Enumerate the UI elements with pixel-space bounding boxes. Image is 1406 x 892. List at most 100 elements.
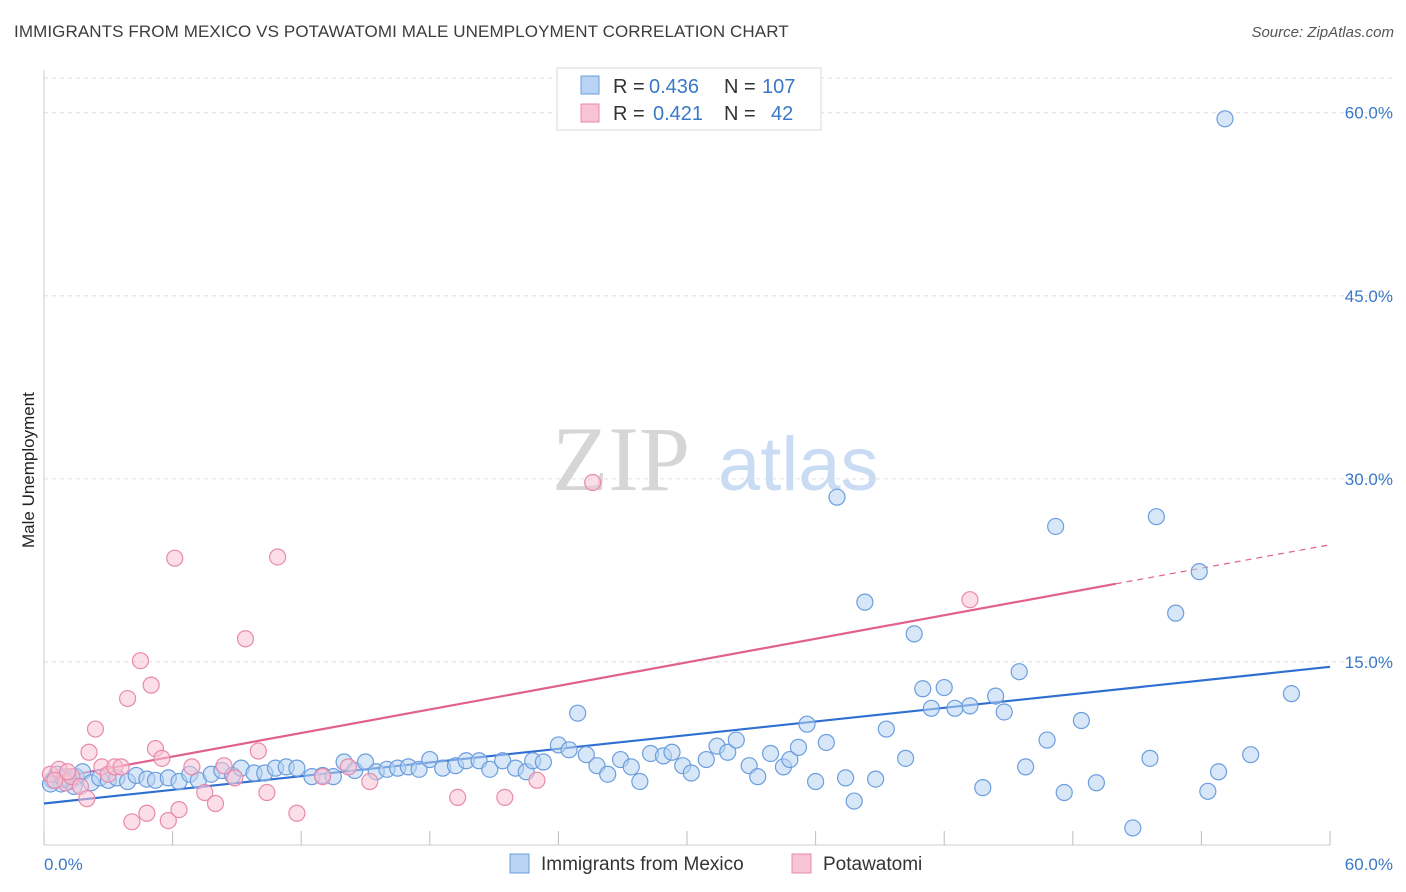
point-mexico-72 <box>781 750 799 769</box>
stats-n-label-mexico: N = <box>724 76 756 98</box>
point-potawatomi-18 <box>153 749 171 767</box>
legend-swatch-potawatomi <box>791 853 812 874</box>
point-potawatomi-25 <box>215 757 233 775</box>
point-mexico-86 <box>922 699 940 717</box>
stats-n-value-potawatomi: 42 <box>771 103 793 125</box>
legend-swatch-mexico <box>509 853 530 874</box>
stats-r-label-potawatomi: R = <box>613 103 645 125</box>
point-potawatomi-37 <box>528 771 546 789</box>
point-mexico-67 <box>727 731 745 749</box>
point-mexico-33 <box>356 753 375 771</box>
legend-label-mexico: Immigrants from Mexico <box>541 854 744 875</box>
point-potawatomi-27 <box>236 630 255 648</box>
point-potawatomi-40 <box>46 771 64 789</box>
point-mexico-77 <box>828 488 846 506</box>
point-potawatomi-35 <box>449 788 467 807</box>
trendline-potawatomi <box>75 582 1116 776</box>
point-potawatomi-34 <box>361 772 379 791</box>
point-potawatomi-26 <box>226 769 244 787</box>
point-mexico-85 <box>914 680 932 698</box>
point-potawatomi-38 <box>584 473 602 492</box>
point-mexico-79 <box>845 792 863 810</box>
point-mexico-52 <box>569 704 587 722</box>
point-mexico-55 <box>599 765 617 783</box>
point-potawatomi-20 <box>166 549 184 567</box>
point-mexico-74 <box>798 715 816 733</box>
point-potawatomi-23 <box>196 783 214 802</box>
y-tick-label-1: 30.0% <box>1345 470 1393 489</box>
point-mexico-53 <box>577 746 595 764</box>
point-mexico-96 <box>1047 517 1065 536</box>
point-potawatomi-41 <box>58 763 77 781</box>
point-mexico-106 <box>1209 763 1228 781</box>
point-mexico-102 <box>1147 508 1165 526</box>
point-mexico-98 <box>1072 711 1090 730</box>
point-mexico-58 <box>631 772 649 791</box>
point-mexico-88 <box>946 699 964 717</box>
point-potawatomi-36 <box>496 788 514 807</box>
point-mexico-27 <box>288 759 306 777</box>
point-potawatomi-39 <box>961 591 979 609</box>
grid-lines <box>44 77 1392 663</box>
point-mexico-51 <box>560 741 578 759</box>
stats-r-value-potawatomi: 0.421 <box>653 103 703 125</box>
x-tick-label-0: 0.0% <box>44 855 83 874</box>
point-mexico-66 <box>719 743 737 761</box>
point-mexico-101 <box>1141 749 1159 767</box>
point-mexico-95 <box>1038 731 1056 749</box>
point-potawatomi-6 <box>80 743 98 761</box>
y-tick-label-2: 45.0% <box>1345 287 1393 306</box>
point-mexico-109 <box>1282 685 1301 703</box>
stats-n-value-mexico: 107 <box>762 76 795 98</box>
point-potawatomi-12 <box>118 689 137 708</box>
point-mexico-81 <box>867 770 885 788</box>
point-mexico-97 <box>1055 783 1073 802</box>
y-tick-labels: 15.0% 30.0% 45.0% 60.0% <box>1345 104 1393 672</box>
point-mexico-87 <box>935 678 953 697</box>
point-potawatomi-7 <box>86 720 105 738</box>
series-legend: Immigrants from Mexico Potawatomi <box>509 853 922 875</box>
point-potawatomi-5 <box>78 790 96 808</box>
point-mexico-80 <box>856 593 874 611</box>
point-mexico-83 <box>897 749 915 767</box>
x-tick-label-1: 60.0% <box>1345 855 1393 874</box>
point-mexico-105 <box>1199 782 1217 800</box>
stats-n-label-potawatomi: N = <box>724 103 756 125</box>
stats-legend: R = 0.436 N = 107 R = 0.421 N = 42 <box>556 67 822 131</box>
watermark-atlas: atlas <box>718 422 879 507</box>
trend-lines <box>43 544 1331 805</box>
point-mexico-103 <box>1167 604 1185 622</box>
point-potawatomi-24 <box>206 794 225 813</box>
point-mexico-44 <box>481 760 499 778</box>
point-potawatomi-11 <box>112 758 130 776</box>
point-potawatomi-21 <box>170 801 188 819</box>
point-mexico-70 <box>761 744 780 763</box>
point-mexico-57 <box>622 758 640 776</box>
point-potawatomi-14 <box>131 652 150 670</box>
point-mexico-63 <box>682 764 700 782</box>
point-mexico-93 <box>1010 663 1028 681</box>
point-mexico-61 <box>663 743 681 761</box>
point-mexico-75 <box>806 772 825 791</box>
y-tick-label-0: 15.0% <box>1345 653 1393 672</box>
point-potawatomi-13 <box>123 813 141 831</box>
stats-legend-box <box>556 67 822 131</box>
point-mexico-69 <box>749 768 767 786</box>
point-mexico-39 <box>421 750 439 769</box>
point-mexico-73 <box>789 738 808 756</box>
legend-label-potawatomi: Potawatomi <box>823 854 922 875</box>
point-mexico-84 <box>905 625 923 643</box>
point-mexico-104 <box>1190 563 1208 581</box>
watermark-zip: ZIP <box>552 408 690 510</box>
x-tick-labels: 0.0% 60.0% <box>44 855 1393 874</box>
point-mexico-76 <box>817 733 835 752</box>
point-mexico-89 <box>961 697 979 715</box>
point-mexico-64 <box>697 750 715 769</box>
point-mexico-82 <box>877 720 895 738</box>
point-mexico-107 <box>1216 110 1234 128</box>
point-potawatomi-22 <box>183 758 201 776</box>
point-mexico-78 <box>837 769 855 787</box>
stats-r-label-mexico: R = <box>613 76 645 98</box>
point-mexico-49 <box>534 753 552 771</box>
stats-legend-swatch-potawatomi <box>580 103 600 123</box>
